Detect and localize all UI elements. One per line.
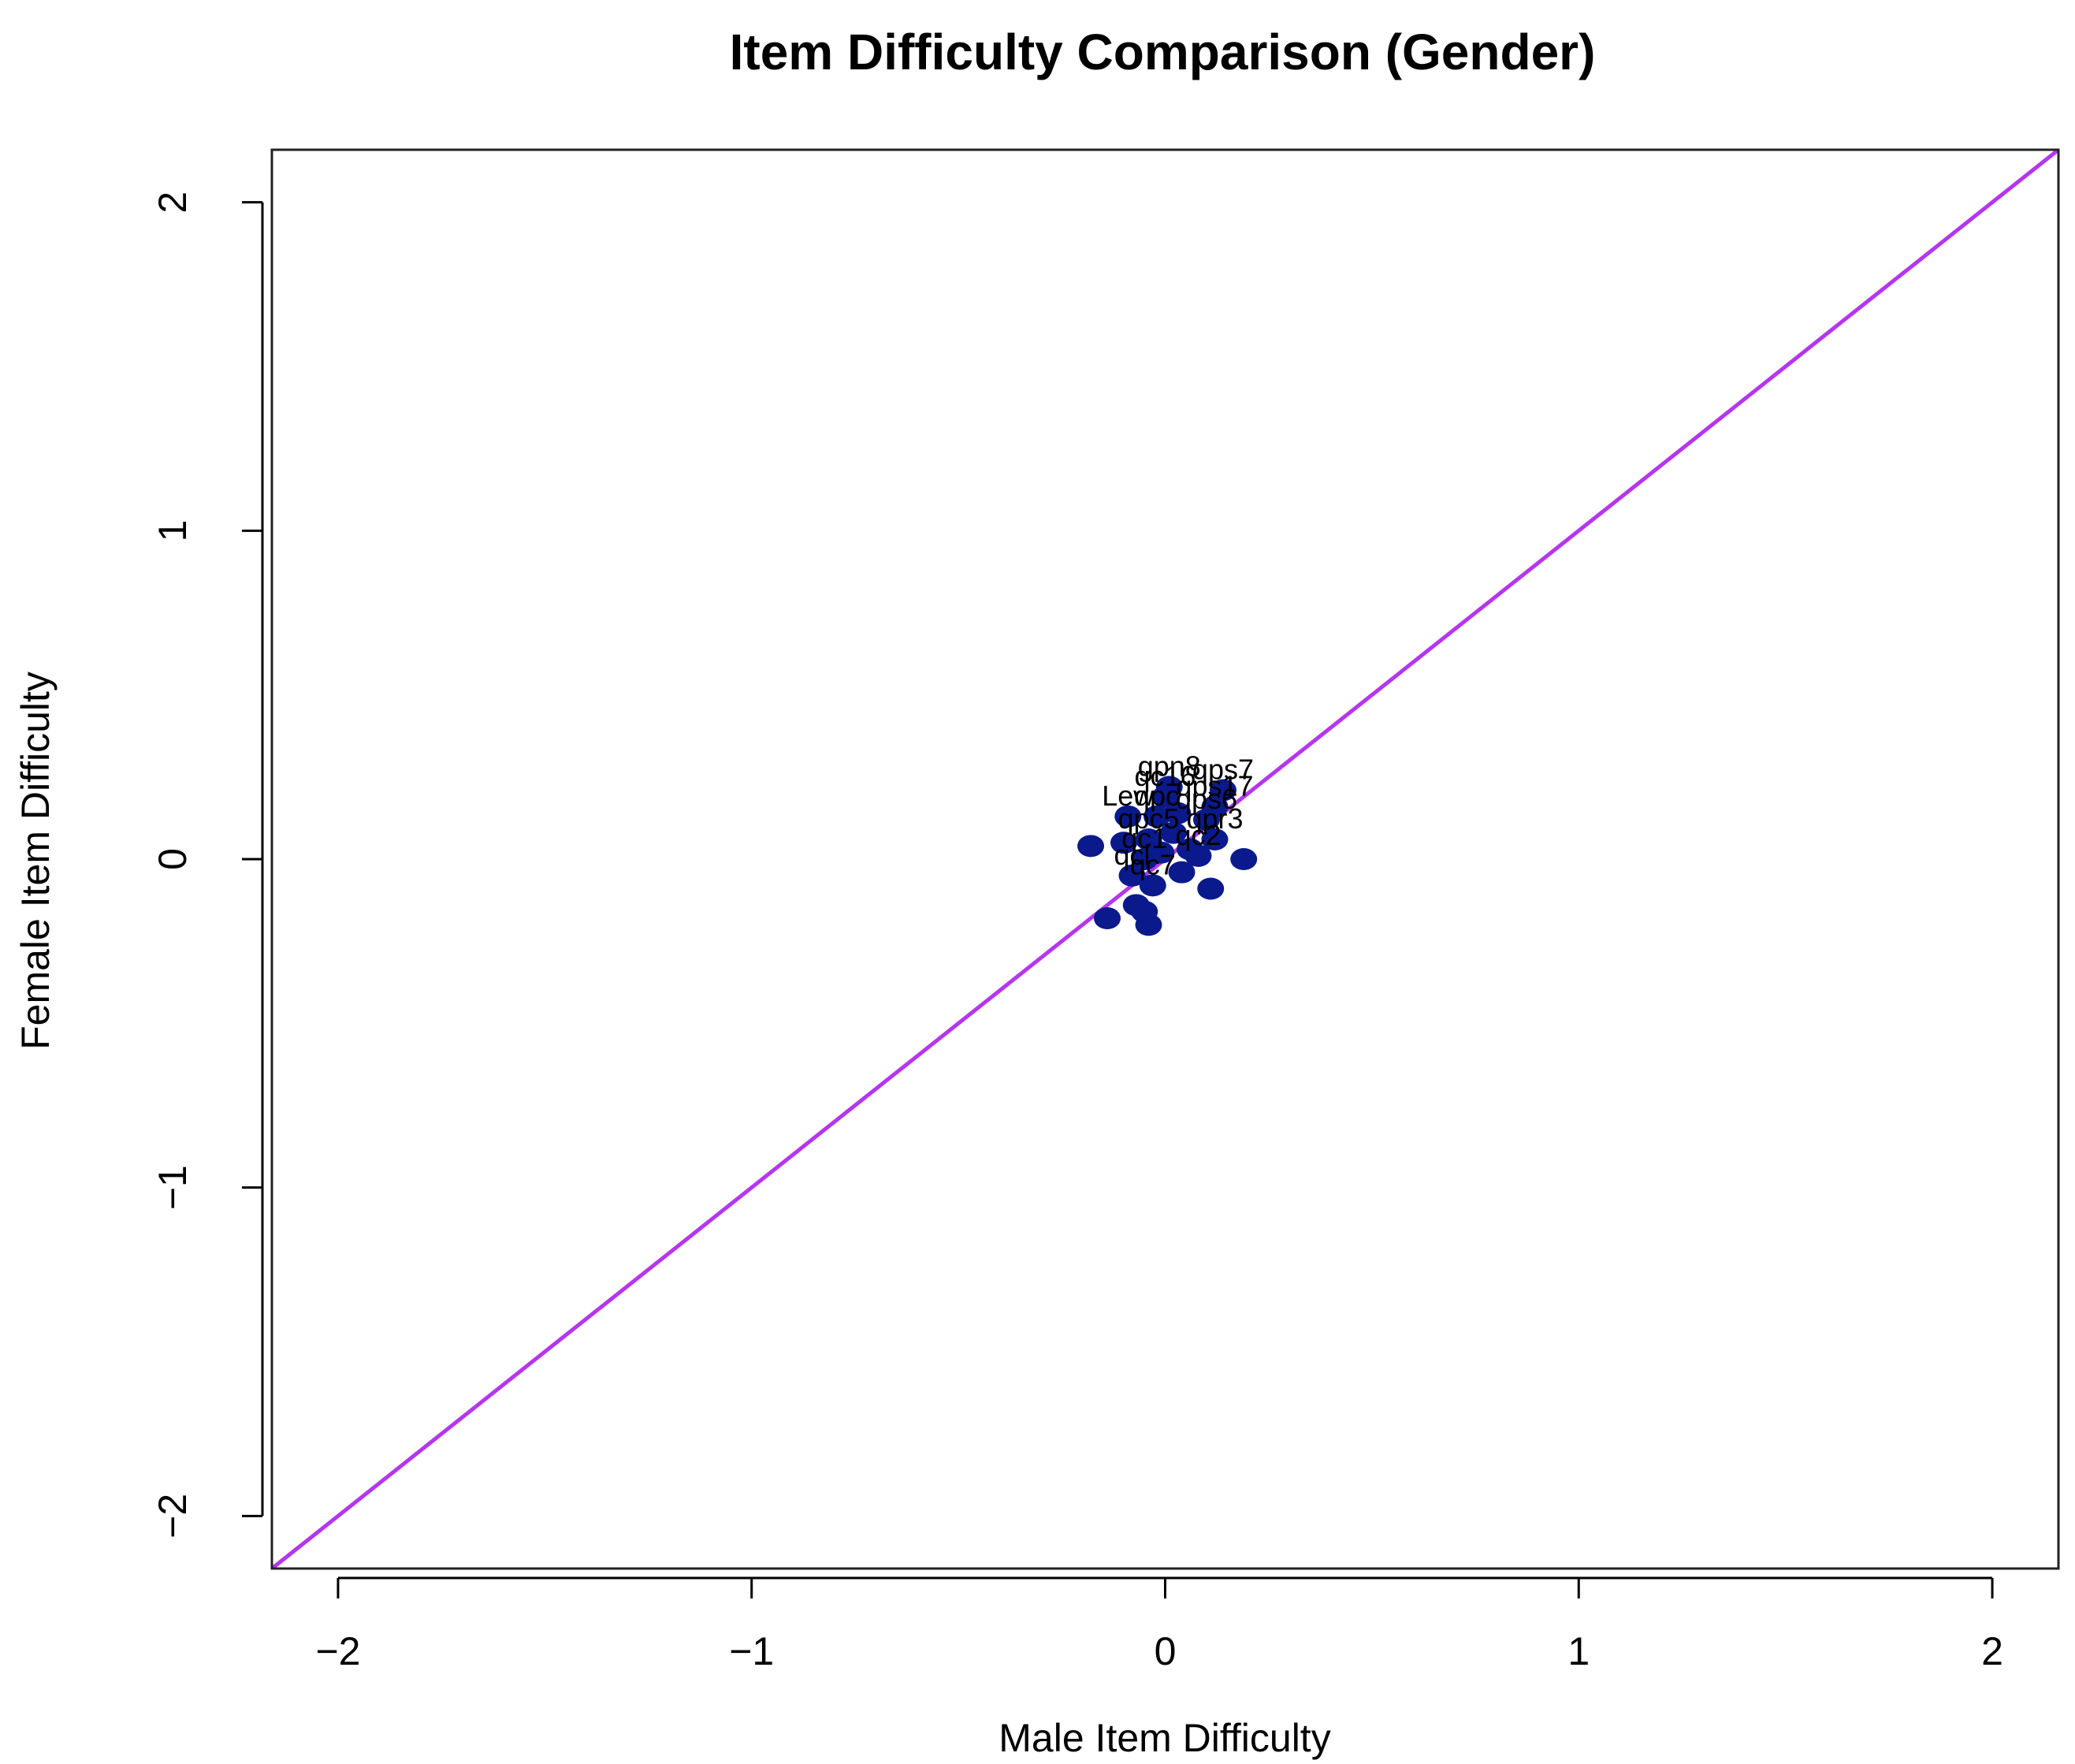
data-point <box>1176 838 1203 861</box>
data-point <box>1164 802 1192 824</box>
x-tick-label: 0 <box>1155 1629 1177 1673</box>
data-point <box>1135 914 1162 936</box>
data-point <box>1201 828 1229 850</box>
data-point <box>1197 877 1225 900</box>
data-point <box>1159 821 1187 844</box>
point-labels-group: qps7gpn8qc16qps17qps6Lewqpcqpr3qpc5qc2qc… <box>1102 750 1254 880</box>
point-label: qps6 <box>1176 783 1237 815</box>
point-label: qc2 <box>1175 819 1221 851</box>
x-tick-label: −2 <box>315 1629 360 1673</box>
data-point <box>1230 848 1258 870</box>
y-axis-label: Female Item Difficulty <box>13 672 58 1050</box>
y-tick-label: 2 <box>151 192 195 214</box>
plot-frame <box>270 148 2060 1570</box>
y-tick-label: −2 <box>151 1494 195 1539</box>
data-point <box>1143 805 1171 828</box>
chart-title: Item Difficulty Comparison (Gender) <box>730 24 1596 80</box>
data-point <box>1118 864 1146 887</box>
y-tick-label: 0 <box>151 848 195 870</box>
point-label: qpc5 <box>1117 802 1179 835</box>
y-tick-label: −1 <box>151 1165 195 1210</box>
y-axis: −2 −1 0 1 2 <box>151 192 264 1539</box>
data-point <box>1139 874 1166 897</box>
data-point <box>1151 785 1179 808</box>
data-point <box>1110 832 1138 854</box>
point-label: qc16 <box>1134 760 1196 792</box>
data-point <box>1077 835 1105 858</box>
point-label: qpc <box>1134 780 1180 812</box>
points-group <box>1077 776 1258 936</box>
x-tick-label: 1 <box>1567 1629 1590 1673</box>
point-label: qcl <box>1114 839 1151 871</box>
point-label: qpr3 <box>1186 802 1243 835</box>
data-point <box>1114 805 1142 828</box>
point-label: qps7 <box>1192 754 1254 786</box>
point-label: gpn8 <box>1138 750 1201 782</box>
x-tick-label: 2 <box>1981 1629 2003 1673</box>
point-label: qps17 <box>1176 769 1253 802</box>
x-axis-label: Male Item Difficulty <box>998 1716 1330 1760</box>
point-label: qc1 <box>1121 822 1167 854</box>
x-axis: −2 −1 0 1 2 <box>315 1576 2003 1673</box>
data-point <box>1168 861 1196 884</box>
data-point <box>1094 907 1121 929</box>
point-label: Lew <box>1102 780 1155 812</box>
x-tick-label: −1 <box>729 1629 774 1673</box>
point-label: qc7 <box>1130 848 1176 880</box>
data-point <box>1192 809 1220 831</box>
data-point <box>1147 841 1175 864</box>
y-tick-label: 1 <box>151 519 195 541</box>
